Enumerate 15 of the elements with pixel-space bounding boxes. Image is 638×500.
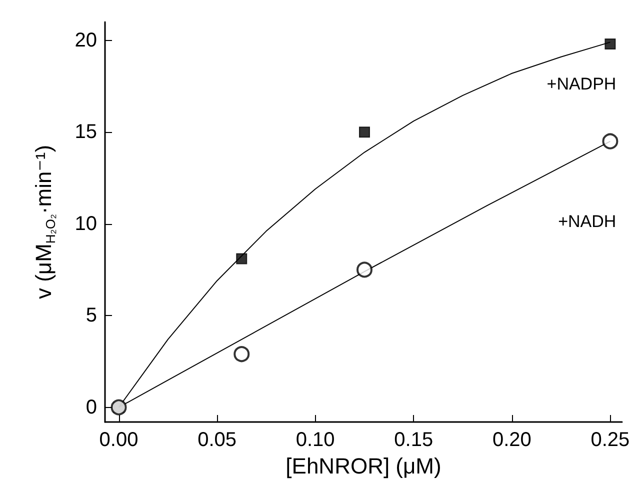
x-tick-label: 0.00 xyxy=(99,429,138,451)
y-tick-label: 15 xyxy=(74,121,97,144)
y-tick-label: 5 xyxy=(86,304,97,327)
x-tick-label: 0.15 xyxy=(394,429,434,451)
y-tick-label: 10 xyxy=(74,212,97,235)
x-tick-label: 0.25 xyxy=(590,429,630,451)
y-tick-label: 0 xyxy=(86,396,97,418)
annotation: +NADH xyxy=(558,212,616,231)
y-tick-label: 20 xyxy=(74,29,97,52)
y-axis-title: v (μMH₂O₂·min⁻¹) xyxy=(31,144,58,300)
annotation: +NADPH xyxy=(546,74,616,94)
x-tick-label: 0.10 xyxy=(296,429,335,451)
x-axis-title: [EhNROR] (μM) xyxy=(286,453,442,478)
x-tick-label: 0.05 xyxy=(198,429,237,451)
x-tick-label: 0.20 xyxy=(492,429,532,451)
